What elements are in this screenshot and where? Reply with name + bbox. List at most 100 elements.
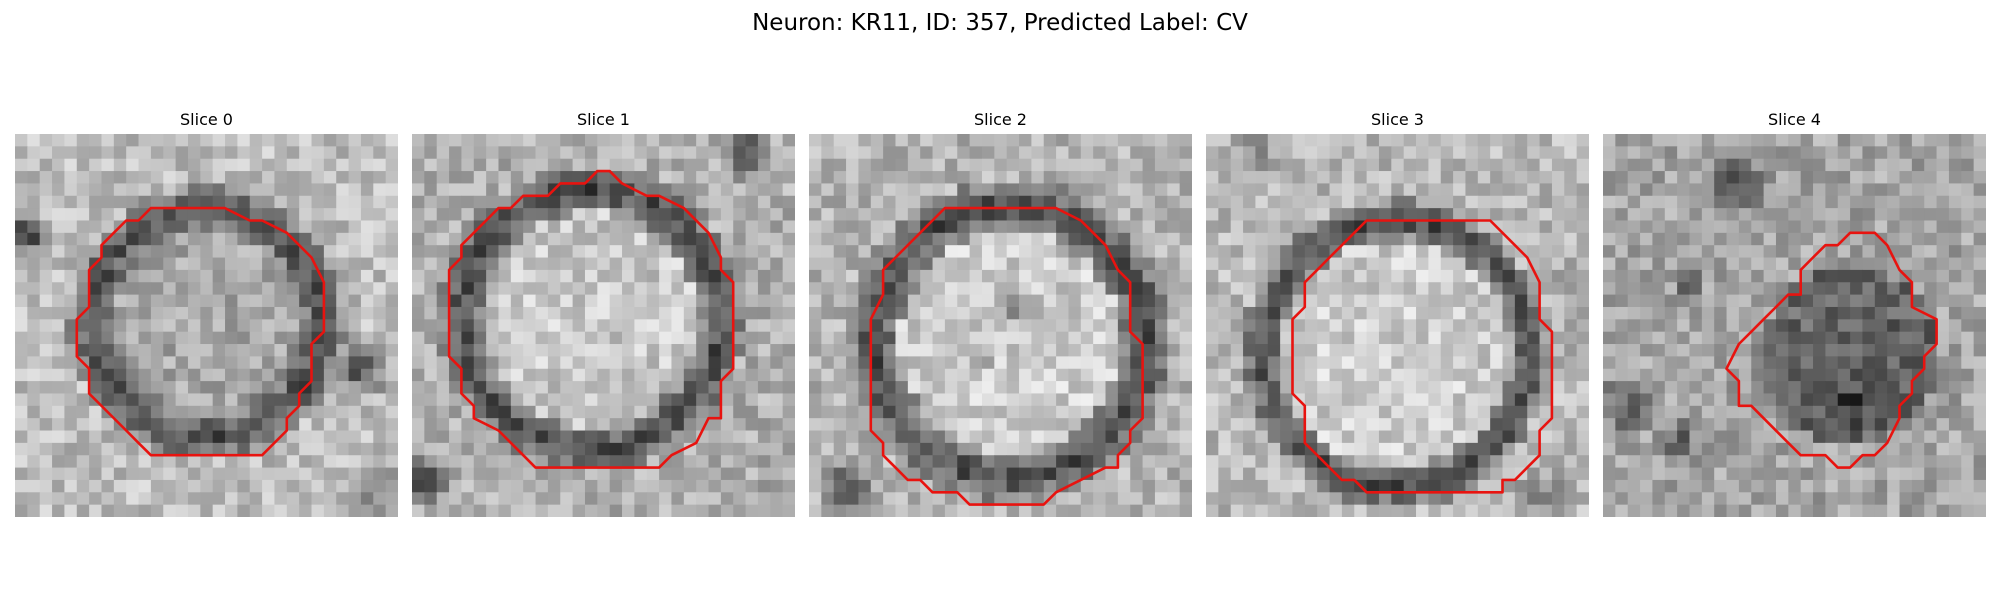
image-pixel <box>1527 467 1540 481</box>
image-pixel <box>1825 183 1839 197</box>
image-pixel <box>1948 455 1962 468</box>
image-pixel <box>1230 134 1244 147</box>
image-pixel <box>1105 220 1119 234</box>
image-pixel <box>745 319 759 333</box>
image-pixel <box>547 269 561 283</box>
image-pixel <box>883 208 896 221</box>
image-pixel <box>27 504 41 517</box>
image-pixel <box>708 368 722 382</box>
image-pixel <box>373 220 387 234</box>
image-pixel <box>1825 492 1839 506</box>
image-pixel <box>770 232 784 246</box>
image-pixel <box>1539 331 1553 345</box>
image-pixel <box>1751 306 1765 320</box>
image-pixel <box>15 331 28 345</box>
image-pixel <box>1043 344 1057 357</box>
image-pixel <box>1936 344 1950 357</box>
image-pixel <box>1019 245 1032 258</box>
image-pixel <box>1391 208 1405 221</box>
image-pixel <box>89 492 102 506</box>
image-pixel <box>1564 418 1578 431</box>
image-pixel <box>1887 442 1900 456</box>
image-pixel <box>1019 467 1032 481</box>
image-pixel <box>1142 282 1156 296</box>
image-pixel <box>1490 319 1503 333</box>
image-pixel <box>870 245 884 258</box>
image-pixel <box>782 356 795 370</box>
image-pixel <box>323 195 337 209</box>
image-pixel <box>1243 331 1256 345</box>
image-pixel <box>1440 306 1454 320</box>
image-pixel <box>64 183 78 197</box>
image-pixel <box>1341 158 1355 172</box>
image-pixel <box>981 134 995 147</box>
image-pixel <box>523 467 536 481</box>
image-pixel <box>1564 368 1578 382</box>
image-pixel <box>373 319 387 333</box>
image-pixel <box>1763 344 1777 357</box>
image-pixel <box>846 282 859 296</box>
image-pixel <box>1924 282 1937 296</box>
image-pixel <box>708 319 722 333</box>
image-pixel <box>64 467 78 481</box>
image-pixel <box>237 492 251 506</box>
image-pixel <box>1117 405 1131 419</box>
image-pixel <box>486 306 499 320</box>
image-pixel <box>1130 306 1143 320</box>
image-pixel <box>969 356 983 370</box>
image-pixel <box>212 257 226 271</box>
image-pixel <box>274 183 288 197</box>
image-pixel <box>113 171 127 184</box>
image-pixel <box>436 405 450 419</box>
image-pixel <box>1341 504 1355 517</box>
image-pixel <box>720 319 734 333</box>
image-pixel <box>1105 344 1119 357</box>
image-pixel <box>572 393 586 407</box>
image-pixel <box>299 171 312 184</box>
image-pixel <box>1948 430 1962 444</box>
image-pixel <box>1615 257 1629 271</box>
image-pixel <box>1576 245 1589 258</box>
image-pixel <box>809 331 822 345</box>
image-pixel <box>1800 282 1814 296</box>
image-pixel <box>821 183 835 197</box>
image-pixel <box>696 134 709 147</box>
image-pixel <box>770 134 784 147</box>
image-pixel <box>981 455 995 468</box>
image-pixel <box>683 158 697 172</box>
image-pixel <box>646 134 660 147</box>
image-pixel <box>944 146 958 160</box>
image-pixel <box>89 319 102 333</box>
image-pixel <box>523 492 536 506</box>
image-pixel <box>412 344 425 357</box>
image-pixel <box>870 232 884 246</box>
image-pixel <box>449 269 462 283</box>
image-pixel <box>1267 146 1281 160</box>
image-pixel <box>969 220 983 234</box>
image-pixel <box>1689 195 1703 209</box>
image-pixel <box>200 183 214 197</box>
image-pixel <box>52 306 65 320</box>
image-pixel <box>27 195 41 209</box>
image-pixel <box>1391 405 1405 419</box>
image-pixel <box>1961 319 1975 333</box>
image-pixel <box>1292 257 1306 271</box>
image-pixel <box>1551 504 1565 517</box>
image-pixel <box>1105 418 1119 431</box>
image-pixel <box>1416 294 1429 308</box>
image-pixel <box>1850 245 1863 258</box>
image-pixel <box>1378 492 1392 506</box>
image-pixel <box>1527 319 1540 333</box>
image-pixel <box>683 368 697 382</box>
image-pixel <box>1056 158 1069 172</box>
image-pixel <box>523 356 536 370</box>
image-pixel <box>720 294 734 308</box>
image-pixel <box>286 183 300 197</box>
image-pixel <box>311 430 325 444</box>
image-pixel <box>1714 294 1727 308</box>
image-pixel <box>646 492 660 506</box>
image-pixel <box>1130 183 1143 197</box>
image-pixel <box>274 208 288 221</box>
image-pixel <box>1726 467 1740 481</box>
image-pixel <box>76 319 90 333</box>
